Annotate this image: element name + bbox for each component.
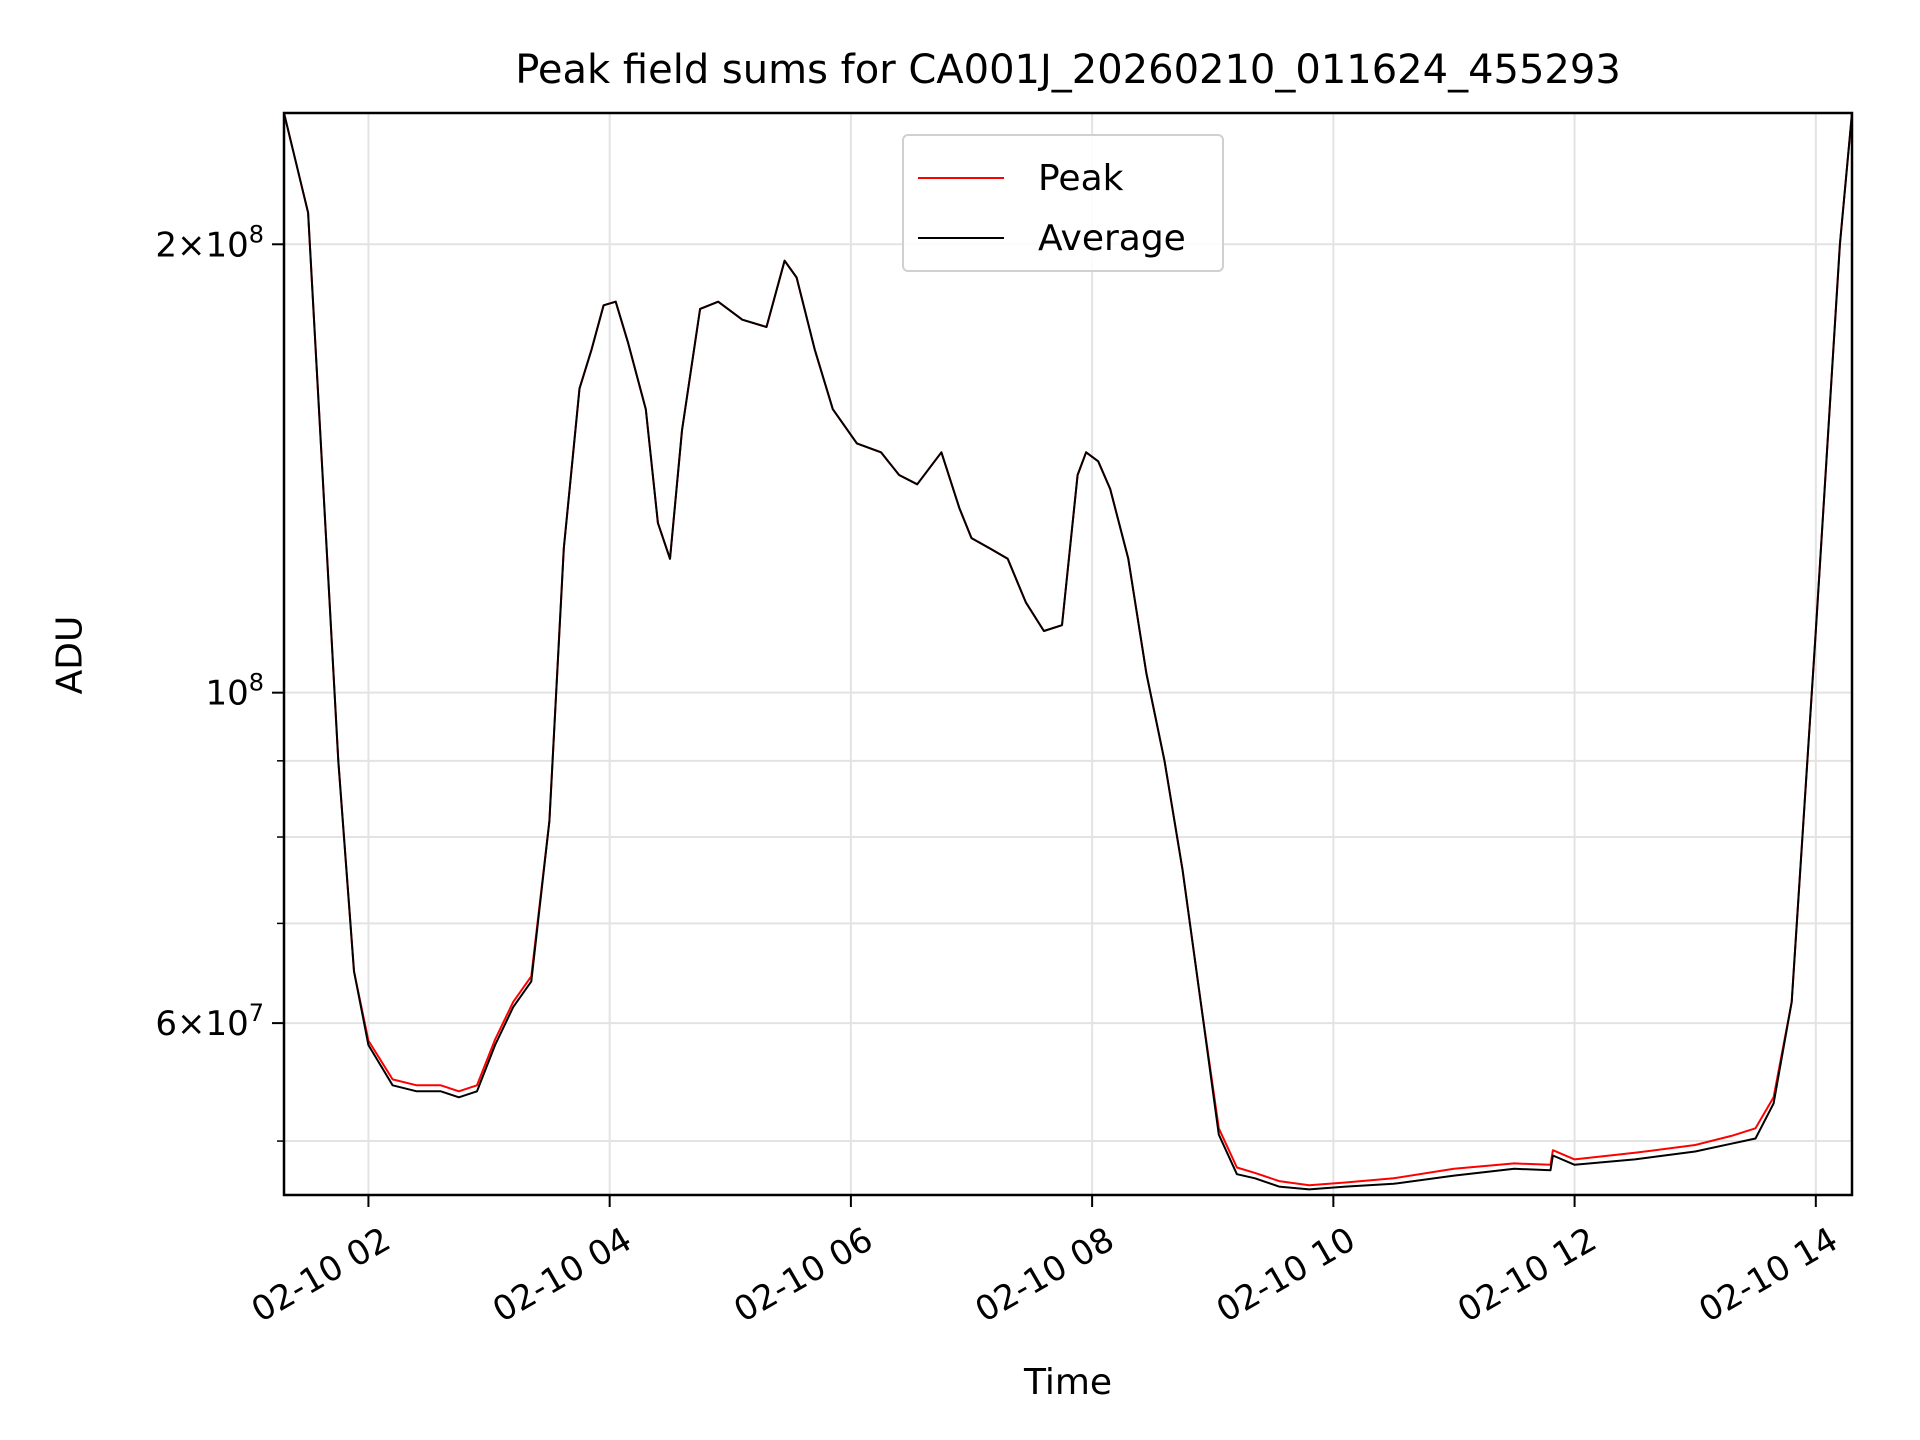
chart-title: Peak field sums for CA001J_20260210_0116… — [515, 47, 1621, 93]
x-tick-label: 02-10 08 — [969, 1220, 1121, 1331]
grid-lines — [284, 113, 1852, 1195]
legend-entry-average: Average — [918, 217, 1186, 259]
y-tick-label: 6×107 — [155, 999, 264, 1044]
legend-entry-peak: Peak — [918, 157, 1124, 199]
y-tick-label: 108 — [205, 669, 264, 714]
y-axis-label: ADU — [49, 615, 91, 695]
x-tick-label: 02-10 06 — [727, 1220, 879, 1331]
x-tick-label: 02-10 12 — [1451, 1220, 1603, 1331]
legend-swatch-average — [918, 237, 1004, 239]
y-tick-label: 2×108 — [155, 220, 264, 265]
legend-label-peak: Peak — [1038, 157, 1124, 199]
x-tick-label: 02-10 04 — [486, 1220, 638, 1331]
legend-label-average: Average — [1038, 217, 1186, 259]
x-tick-label: 02-10 14 — [1692, 1220, 1844, 1331]
x-tick-label: 02-10 10 — [1210, 1220, 1362, 1331]
series-lines — [284, 113, 1852, 1191]
legend-swatch-peak — [918, 177, 1004, 179]
x-tick-label: 02-10 02 — [245, 1220, 397, 1331]
legend: Peak Average — [902, 134, 1224, 272]
plot-frame — [282, 111, 1854, 1197]
series-line-average — [284, 113, 1852, 1191]
x-axis-label: Time — [1023, 1362, 1113, 1403]
series-line-peak — [284, 113, 1852, 1187]
